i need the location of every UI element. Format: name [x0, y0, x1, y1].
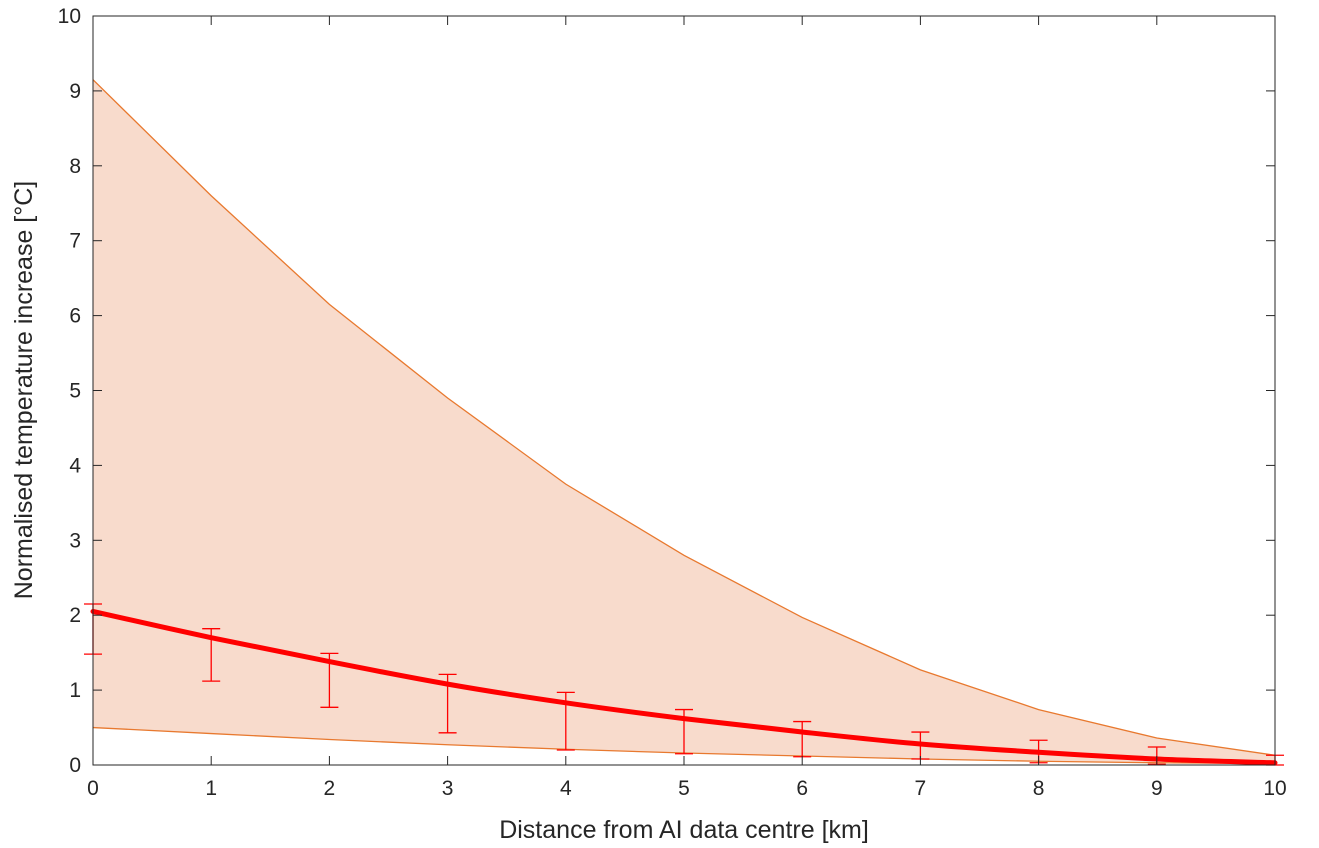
y-tick-label: 9: [69, 80, 81, 103]
x-tick-label: 10: [1263, 777, 1286, 800]
y-tick-label: 7: [69, 230, 81, 253]
x-tick-label: 4: [560, 777, 572, 800]
y-axis-title: Normalised temperature increase [°C]: [10, 181, 38, 600]
y-tick-label: 2: [69, 604, 81, 627]
range-band: [93, 79, 1275, 764]
x-axis-title: Distance from AI data centre [km]: [499, 816, 869, 844]
y-tick-label: 10: [58, 5, 81, 28]
y-tick-label: 3: [69, 529, 81, 552]
x-tick-label: 0: [87, 777, 99, 800]
x-tick-label: 6: [796, 777, 808, 800]
plot-area: [84, 79, 1284, 766]
y-tick-label: 8: [69, 155, 81, 178]
y-tick-label: 6: [69, 305, 81, 328]
x-tick-label: 1: [205, 777, 217, 800]
x-tick-label: 7: [915, 777, 927, 800]
x-tick-label: 5: [678, 777, 690, 800]
x-tick-label: 3: [442, 777, 454, 800]
x-tick-label: 2: [324, 777, 336, 800]
y-tick-label: 0: [69, 754, 81, 777]
band-upper-line: [92, 79, 1276, 756]
mean-curve: [90, 608, 1278, 766]
y-tick-label: 4: [69, 454, 81, 477]
y-tick-label: 1: [69, 679, 81, 702]
x-tick-label: 8: [1033, 777, 1045, 800]
y-tick-label: 5: [69, 380, 81, 403]
axes: 0 1 2 3 4 5 6 7 8 9 10 0 1 2 3 4 5 6 7 8 9 10: [58, 5, 1287, 800]
x-tick-label: 9: [1151, 777, 1163, 800]
